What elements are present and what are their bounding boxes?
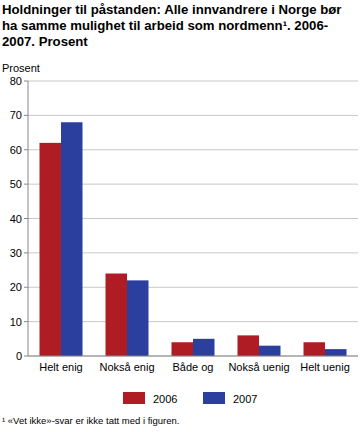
bar: [106, 274, 128, 357]
tick: [24, 252, 28, 253]
category-label: Helt enig: [39, 361, 82, 373]
y-label: Prosent: [2, 62, 40, 74]
legend-swatch: [123, 392, 145, 404]
tick-label: 20: [10, 281, 22, 293]
tick: [24, 81, 28, 82]
tick-label: 50: [10, 178, 22, 190]
legend-swatch: [203, 392, 225, 404]
bar: [61, 122, 83, 356]
legend-label: 2006: [153, 393, 177, 405]
category-label: Både og: [173, 361, 214, 373]
tick-label: 10: [10, 316, 22, 328]
tick: [24, 321, 28, 322]
tick-label: 40: [10, 213, 22, 225]
category-label: Helt uenig: [300, 361, 350, 373]
tick-label: 80: [10, 75, 22, 87]
category-label: Nokså enig: [99, 361, 154, 373]
bar: [259, 346, 281, 356]
tick: [24, 218, 28, 219]
grid-line: [28, 81, 358, 82]
category-label: Nokså uenig: [228, 361, 289, 373]
tick: [24, 356, 28, 357]
footnote: ¹ «Vet ikke»-svar er ikke tatt med i fig…: [2, 415, 360, 426]
legend-label: 2007: [233, 393, 257, 405]
tick-label: 70: [10, 109, 22, 121]
bar: [304, 342, 326, 356]
tick: [24, 287, 28, 288]
bar: [238, 335, 260, 356]
y-axis: [28, 81, 29, 356]
bar: [172, 342, 194, 356]
tick-label: 60: [10, 144, 22, 156]
tick-label: 0: [16, 350, 22, 362]
grid-line: [28, 356, 358, 357]
tick: [24, 184, 28, 185]
chart: Prosent 0 10 20 30 40 50 60 70 80 Helt enig Nokså e…: [0, 0, 362, 432]
grid-line: [28, 115, 358, 116]
bar: [325, 349, 347, 356]
bar: [193, 339, 215, 356]
title: Holdninger til påstanden: Alle innvandre…: [2, 2, 354, 50]
tick-label: 30: [10, 247, 22, 259]
tick: [24, 149, 28, 150]
bar: [127, 280, 149, 356]
x-axis: [28, 356, 358, 357]
bars: [40, 122, 347, 356]
bar: [40, 143, 62, 356]
tick: [24, 115, 28, 116]
